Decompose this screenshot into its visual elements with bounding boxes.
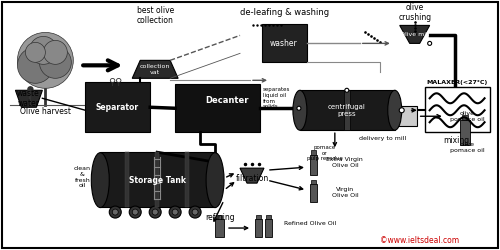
Text: Extra Virgin
Olive Oil: Extra Virgin Olive Oil (326, 157, 363, 168)
Text: Virgin
Olive Oil: Virgin Olive Oil (332, 187, 358, 198)
Text: filtration: filtration (236, 174, 268, 183)
Circle shape (28, 87, 33, 92)
Circle shape (26, 42, 46, 62)
Circle shape (112, 209, 118, 215)
Circle shape (297, 106, 301, 110)
Text: washer: washer (270, 39, 298, 48)
Text: Refined Olive Oil: Refined Olive Oil (284, 220, 336, 226)
Circle shape (189, 206, 201, 218)
Circle shape (152, 209, 158, 215)
Circle shape (40, 46, 72, 78)
Bar (265, 219, 272, 237)
Bar (217, 215, 222, 219)
Text: separates
liquid oil
from
solids: separates liquid oil from solids (263, 87, 290, 110)
Bar (424, 87, 490, 132)
Bar (86, 82, 150, 132)
Bar (100, 152, 215, 207)
Circle shape (428, 42, 432, 46)
Circle shape (169, 206, 181, 218)
Polygon shape (400, 26, 430, 44)
Text: pomace
or
pulp resedue: pomace or pulp resedue (307, 145, 343, 162)
Bar (185, 152, 189, 207)
Bar (311, 150, 316, 155)
Ellipse shape (293, 90, 307, 130)
Text: delivery to mill: delivery to mill (359, 136, 406, 141)
Text: Olive harvest: Olive harvest (20, 107, 71, 116)
Circle shape (149, 206, 161, 218)
Text: de-leafing & washing: de-leafing & washing (240, 8, 330, 17)
Text: olive
pomace oil: olive pomace oil (450, 142, 485, 152)
Circle shape (30, 36, 58, 64)
Bar (155, 152, 159, 207)
Circle shape (399, 108, 404, 113)
Bar (310, 155, 317, 175)
Bar (175, 84, 260, 132)
Text: mixing: mixing (444, 136, 469, 145)
Bar (462, 115, 468, 120)
Circle shape (44, 40, 68, 64)
Bar (460, 120, 469, 145)
Polygon shape (16, 90, 42, 107)
Circle shape (110, 206, 121, 218)
Text: clean
&
fresh
oil: clean & fresh oil (74, 166, 91, 188)
Circle shape (172, 209, 178, 215)
Text: olive
crushing: olive crushing (398, 3, 432, 22)
Bar (262, 24, 307, 62)
Ellipse shape (388, 90, 402, 130)
Text: ⚲⚲: ⚲⚲ (108, 77, 122, 87)
Polygon shape (132, 60, 178, 78)
Text: collection
vat: collection vat (140, 64, 170, 75)
Text: MALAXER(<27°C): MALAXER(<27°C) (426, 80, 487, 85)
Text: refining: refining (205, 212, 235, 222)
Text: waste
water: waste water (17, 88, 40, 108)
Text: olive
pomace oil: olive pomace oil (450, 111, 485, 122)
Text: Olive mill: Olive mill (400, 32, 430, 37)
Bar (344, 90, 350, 130)
Text: best olive
collection: best olive collection (136, 6, 174, 25)
Text: ©www.ieltsdeal.com: ©www.ieltsdeal.com (380, 236, 459, 244)
Circle shape (132, 209, 138, 215)
Circle shape (345, 88, 349, 92)
Circle shape (18, 32, 74, 88)
Circle shape (129, 206, 141, 218)
Ellipse shape (206, 153, 224, 208)
Circle shape (192, 209, 198, 215)
Bar (255, 219, 262, 237)
Text: Decanter: Decanter (206, 96, 249, 105)
Ellipse shape (92, 153, 110, 208)
Bar (394, 106, 416, 126)
Bar (310, 184, 317, 202)
Bar (300, 90, 394, 130)
Text: centrifugal
press: centrifugal press (328, 104, 366, 117)
Bar (266, 215, 271, 219)
Text: Separator: Separator (96, 103, 139, 112)
Circle shape (18, 47, 54, 83)
Bar (311, 180, 316, 184)
Polygon shape (240, 168, 264, 183)
Bar (125, 152, 129, 207)
Bar (256, 215, 261, 219)
Bar (215, 219, 224, 237)
Text: Storage Tank: Storage Tank (128, 176, 186, 185)
